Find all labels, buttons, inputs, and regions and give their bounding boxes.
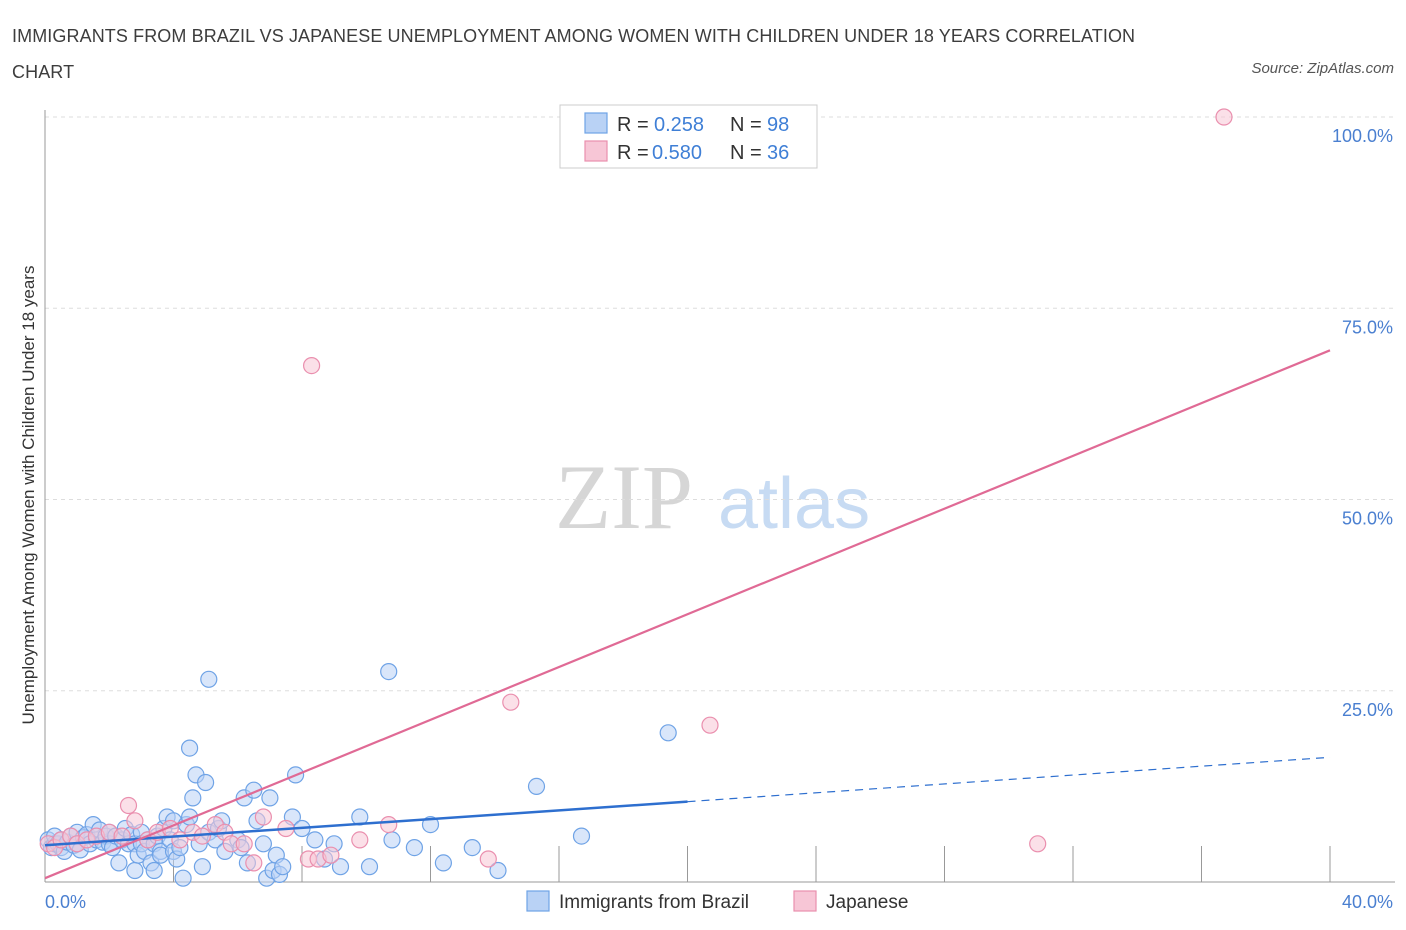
trend-lines — [44, 349, 1331, 880]
japanese-point — [119, 796, 138, 815]
bottom-legend-swatch-japanese — [793, 890, 817, 912]
brazil-point — [200, 670, 218, 688]
brazil-point — [331, 858, 350, 876]
brazil-point — [360, 858, 379, 876]
brazil-point — [306, 831, 324, 849]
legend-r-label-blue: R = — [617, 114, 649, 136]
brazil-point — [383, 831, 401, 849]
brazil-point — [405, 838, 423, 857]
x-tick-label-max: 40.0% — [1342, 892, 1393, 912]
japanese-point — [1029, 835, 1047, 853]
japanese-point — [113, 827, 131, 845]
series-japanese-points — [39, 108, 1233, 872]
chart-title: IMMIGRANTS FROM BRAZIL VS JAPANESE UNEMP… — [12, 26, 1136, 82]
brazil-point — [126, 861, 144, 880]
brazil-trend-line — [44, 800, 688, 847]
watermark-zip: ZIP — [555, 446, 693, 548]
japanese-point — [322, 846, 340, 864]
japanese-point — [254, 808, 272, 826]
watermark-atlas: atlas — [718, 464, 870, 544]
legend-n-value-blue: 98 — [767, 114, 789, 136]
japanese-point — [245, 854, 263, 872]
brazil-point — [193, 858, 211, 876]
japanese-point — [502, 693, 520, 711]
brazil-point — [463, 838, 481, 857]
legend-r-value-pink: 0.580 — [652, 142, 702, 164]
japanese-point — [126, 812, 144, 830]
correlation-legend: R = 0.258 N = 98 R = 0.580 N = 36 — [559, 104, 818, 169]
y-tick-label: 75.0% — [1342, 317, 1393, 337]
brazil-point — [572, 827, 591, 845]
legend-swatch-pink — [584, 140, 608, 162]
japanese-point — [479, 850, 497, 868]
legend-n-label-pink: N = — [730, 142, 762, 164]
japanese-point — [235, 835, 253, 853]
brazil-point — [110, 854, 128, 872]
y-tick-label: 25.0% — [1342, 700, 1393, 720]
brazil-point — [254, 835, 272, 853]
japanese-point — [303, 357, 321, 375]
chart-source: Source: ZipAtlas.com — [1251, 60, 1394, 77]
japanese-trend-line — [44, 349, 1331, 880]
brazil-trend-extension — [687, 756, 1331, 803]
y-axis-label: Unemployment Among Women with Children U… — [19, 266, 38, 725]
gridlines — [45, 116, 1395, 692]
bottom-legend-swatch-brazil — [526, 890, 550, 912]
brazil-point — [145, 861, 163, 880]
brazil-point — [197, 773, 215, 792]
legend-r-label-pink: R = — [617, 142, 649, 164]
y-tick-label: 100.0% — [1332, 126, 1393, 146]
legend-r-value-blue: 0.258 — [654, 114, 704, 136]
legend-swatch-blue — [584, 112, 608, 134]
y-tick-labels: 100.0% 75.0% 50.0% 25.0% — [1332, 126, 1393, 720]
brazil-point — [489, 861, 507, 880]
brazil-point — [274, 858, 292, 876]
series-brazil-points — [39, 662, 677, 887]
japanese-point — [1215, 108, 1233, 126]
japanese-point — [701, 716, 719, 734]
brazil-point — [434, 854, 452, 872]
series-legend: Immigrants from Brazil Japanese — [526, 890, 908, 913]
brazil-point — [659, 724, 677, 742]
brazil-point — [261, 789, 279, 807]
brazil-point — [527, 777, 546, 796]
brazil-point — [181, 739, 199, 757]
bottom-legend-label-brazil: Immigrants from Brazil — [559, 892, 749, 913]
bottom-legend-label-japanese: Japanese — [826, 892, 908, 913]
watermark: ZIP atlas — [555, 446, 870, 548]
japanese-point — [351, 831, 369, 849]
legend-n-label-blue: N = — [730, 114, 762, 136]
legend-n-value-pink: 36 — [767, 142, 789, 164]
brazil-point — [184, 789, 202, 807]
brazil-point — [174, 869, 192, 887]
brazil-point — [380, 662, 398, 681]
x-tick-label-min: 0.0% — [45, 892, 86, 912]
y-tick-label: 50.0% — [1342, 509, 1393, 529]
japanese-point — [380, 815, 398, 834]
